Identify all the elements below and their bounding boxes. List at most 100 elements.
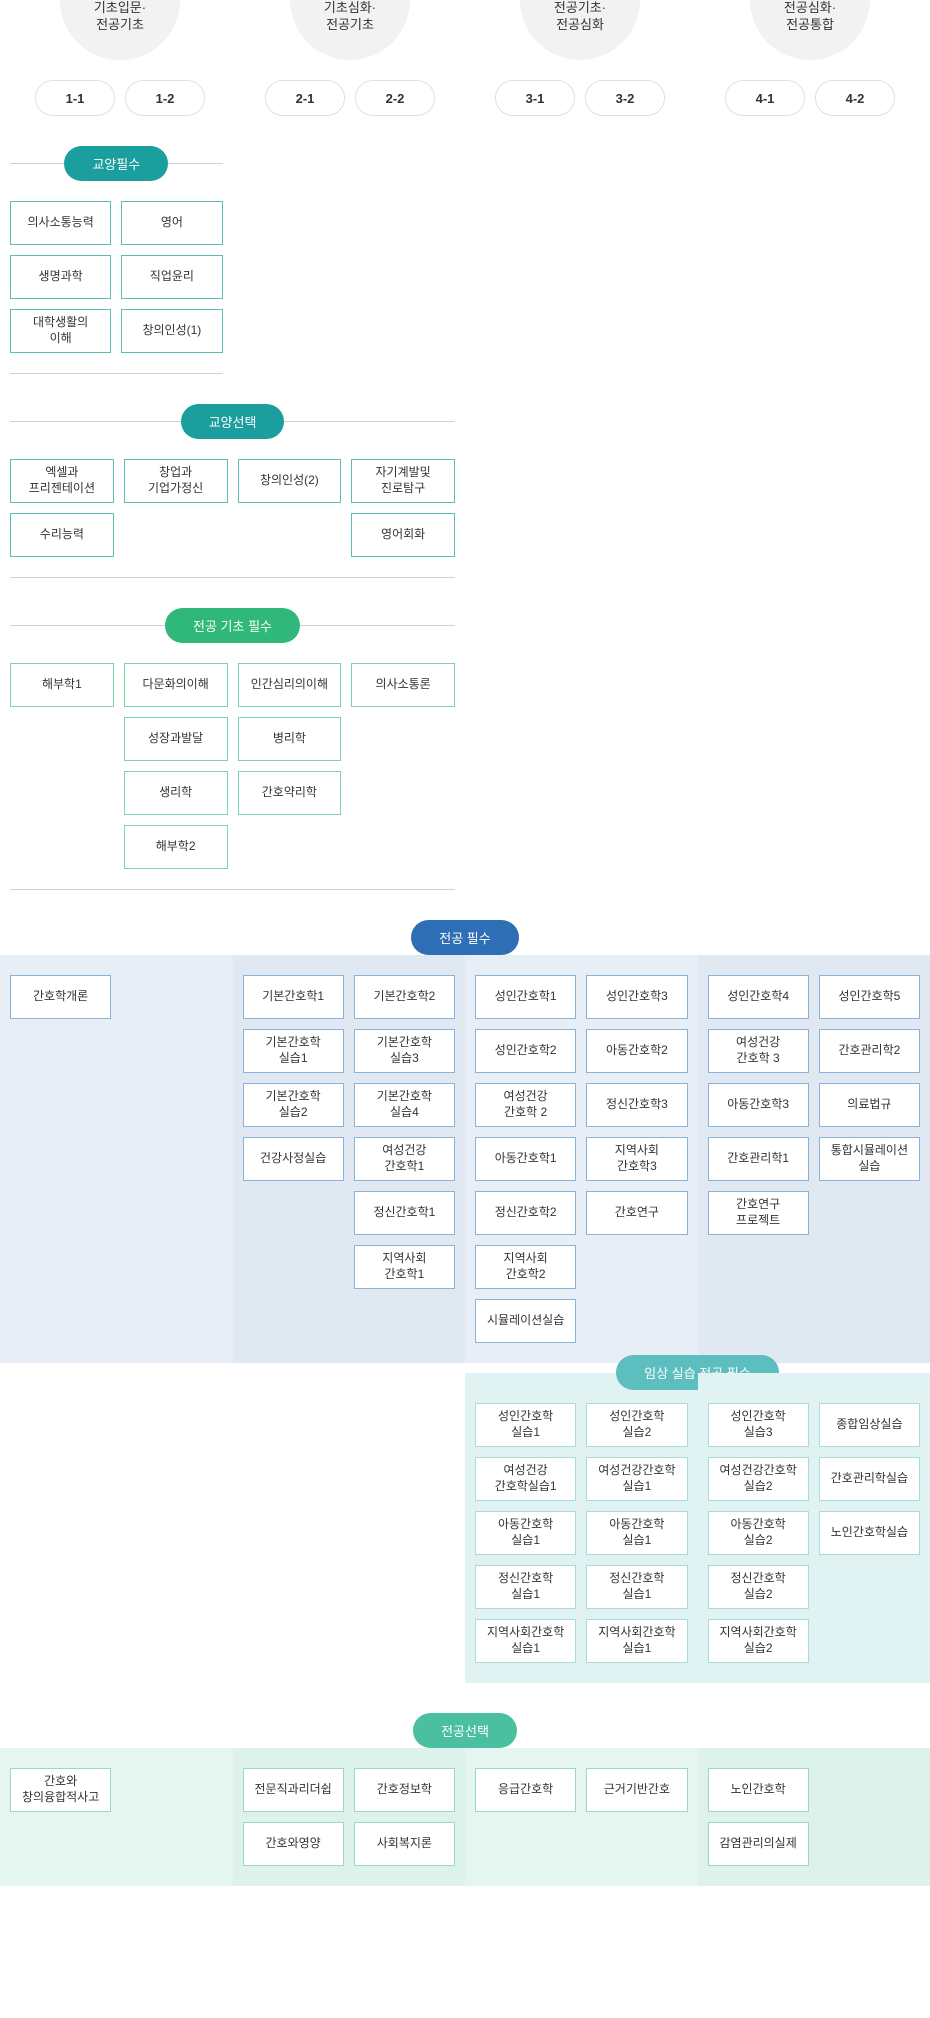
year-label: 기초심화· 전공기초 — [290, 0, 410, 60]
course-box: 간호와 창의융합적사고 — [10, 1768, 111, 1812]
year-label: 기초입문· 전공기초 — [60, 0, 180, 60]
course-box: 의료법규 — [819, 1083, 920, 1127]
section-title: 전공선택 — [413, 1713, 517, 1748]
course-box: 여성건강 간호학 2 — [475, 1083, 576, 1127]
course-box: 응급간호학 — [475, 1768, 576, 1812]
course-box: 근거기반간호 — [586, 1768, 687, 1812]
course-box: 성장과발달 — [124, 717, 228, 761]
semester-pill: 2-1 — [265, 80, 345, 116]
course-box: 아동간호학3 — [708, 1083, 809, 1127]
course-box: 대학생활의 이해 — [10, 309, 111, 353]
course-box: 정신간호학3 — [586, 1083, 687, 1127]
course-box: 아동간호학 실습1 — [586, 1511, 687, 1555]
course-box: 간호학개론 — [10, 975, 111, 1019]
course-box: 의사소통론 — [351, 663, 455, 707]
course-box: 간호약리학 — [238, 771, 342, 815]
course-box: 정신간호학 실습1 — [475, 1565, 576, 1609]
course-box: 간호연구 프로젝트 — [708, 1191, 809, 1235]
course-box: 해부학2 — [124, 825, 228, 869]
semester-pill: 2-2 — [355, 80, 435, 116]
course-box: 자기계발및 진로탐구 — [351, 459, 455, 503]
course-box: 기본간호학 실습2 — [243, 1083, 344, 1127]
course-box: 아동간호학2 — [586, 1029, 687, 1073]
course-box: 성인간호학 실습1 — [475, 1403, 576, 1447]
course-box: 여성건강간호학 실습1 — [586, 1457, 687, 1501]
course-box: 건강사정실습 — [243, 1137, 344, 1181]
course-box: 여성건강간호학 실습2 — [708, 1457, 809, 1501]
course-box: 아동간호학 실습1 — [475, 1511, 576, 1555]
course-box: 종합임상실습 — [819, 1403, 920, 1447]
course-box: 인간심리의이해 — [238, 663, 342, 707]
course-box: 여성건강 간호학 3 — [708, 1029, 809, 1073]
course-box: 지역사회 간호학2 — [475, 1245, 576, 1289]
semester-pill: 4-1 — [725, 80, 805, 116]
course-box: 성인간호학3 — [586, 975, 687, 1019]
year-column-1: 기초입문· 전공기초 1-1 1-2 — [10, 0, 230, 116]
course-box: 간호연구 — [586, 1191, 687, 1235]
course-box: 아동간호학1 — [475, 1137, 576, 1181]
course-box: 해부학1 — [10, 663, 114, 707]
course-box: 정신간호학2 — [475, 1191, 576, 1235]
course-box: 사회복지론 — [354, 1822, 455, 1866]
year-headers: 기초입문· 전공기초 1-1 1-2 기초심화· 전공기초 2-1 2-2 전공기초· 전공… — [0, 0, 930, 116]
course-box: 다문화의이해 — [124, 663, 228, 707]
course-box: 기본간호학 실습4 — [354, 1083, 455, 1127]
course-box: 성인간호학1 — [475, 975, 576, 1019]
course-box: 기본간호학 실습3 — [354, 1029, 455, 1073]
course-box: 여성건강 간호학실습1 — [475, 1457, 576, 1501]
course-box: 성인간호학 실습3 — [708, 1403, 809, 1447]
semester-pill: 4-2 — [815, 80, 895, 116]
section-title: 전공 필수 — [411, 920, 518, 955]
course-box: 노인간호학실습 — [819, 1511, 920, 1555]
year-column-3: 전공기초· 전공심화 3-1 3-2 — [470, 0, 690, 116]
section-title: 교양필수 — [64, 146, 168, 181]
course-box: 생리학 — [124, 771, 228, 815]
semester-pill: 3-2 — [585, 80, 665, 116]
course-box: 지역사회 간호학3 — [586, 1137, 687, 1181]
course-box: 정신간호학 실습1 — [586, 1565, 687, 1609]
course-box: 지역사회 간호학1 — [354, 1245, 455, 1289]
section-title: 전공 기초 필수 — [165, 608, 300, 643]
course-box: 여성건강 간호학1 — [354, 1137, 455, 1181]
semester-pill: 3-1 — [495, 80, 575, 116]
course-box: 생명과학 — [10, 255, 111, 299]
course-box: 병리학 — [238, 717, 342, 761]
course-box: 기본간호학 실습1 — [243, 1029, 344, 1073]
semester-pill: 1-2 — [125, 80, 205, 116]
course-box: 수리능력 — [10, 513, 114, 557]
year-label: 전공심화· 전공통합 — [750, 0, 870, 60]
course-box: 간호정보학 — [354, 1768, 455, 1812]
course-box: 창업과 기업가정신 — [124, 459, 228, 503]
course-box: 영어 — [121, 201, 222, 245]
course-box: 기본간호학1 — [243, 975, 344, 1019]
course-box: 간호관리학2 — [819, 1029, 920, 1073]
course-box: 통합시뮬레이션 실습 — [819, 1137, 920, 1181]
course-box: 감염관리의실제 — [708, 1822, 809, 1866]
course-box: 시뮬레이션실습 — [475, 1299, 576, 1343]
course-box: 영어회화 — [351, 513, 455, 557]
course-box: 간호관리학1 — [708, 1137, 809, 1181]
semester-pill: 1-1 — [35, 80, 115, 116]
course-box: 전문직과리더쉽 — [243, 1768, 344, 1812]
course-box: 창의인성(1) — [121, 309, 222, 353]
course-box: 엑셀과 프리젠테이션 — [10, 459, 114, 503]
year-column-2: 기초심화· 전공기초 2-1 2-2 — [240, 0, 460, 116]
course-box: 의사소통능력 — [10, 201, 111, 245]
course-box: 기본간호학2 — [354, 975, 455, 1019]
course-box: 지역사회간호학 실습1 — [586, 1619, 687, 1663]
course-box: 아동간호학 실습2 — [708, 1511, 809, 1555]
course-box: 노인간호학 — [708, 1768, 809, 1812]
section-title: 교양선택 — [181, 404, 285, 439]
course-box: 창의인성(2) — [238, 459, 342, 503]
year-column-4: 전공심화· 전공통합 4-1 4-2 — [700, 0, 920, 116]
course-box: 지역사회간호학 실습1 — [475, 1619, 576, 1663]
course-box: 간호관리학실습 — [819, 1457, 920, 1501]
course-box: 정신간호학 실습2 — [708, 1565, 809, 1609]
year-label: 전공기초· 전공심화 — [520, 0, 640, 60]
course-box: 성인간호학2 — [475, 1029, 576, 1073]
course-box: 성인간호학 실습2 — [586, 1403, 687, 1447]
course-box: 성인간호학5 — [819, 975, 920, 1019]
course-box: 직업윤리 — [121, 255, 222, 299]
course-box: 지역사회간호학 실습2 — [708, 1619, 809, 1663]
course-box: 성인간호학4 — [708, 975, 809, 1019]
